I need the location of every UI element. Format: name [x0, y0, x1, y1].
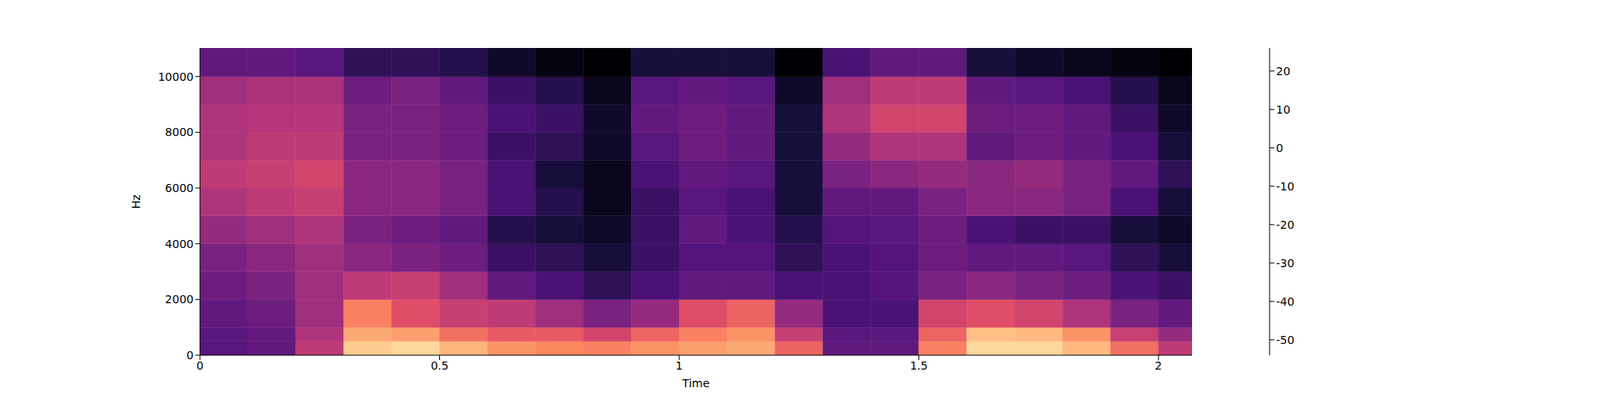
svg-text:6000: 6000	[164, 181, 194, 195]
svg-text:-50: -50	[1276, 333, 1295, 347]
svg-text:10000: 10000	[157, 70, 194, 84]
svg-text:Time: Time	[681, 376, 710, 390]
svg-text:Hz: Hz	[129, 194, 143, 209]
svg-text:0: 0	[1276, 141, 1284, 155]
svg-text:20: 20	[1276, 64, 1291, 78]
svg-text:-30: -30	[1276, 256, 1295, 270]
svg-text:-20: -20	[1276, 218, 1295, 232]
svg-text:2: 2	[1155, 359, 1163, 372]
svg-text:1: 1	[676, 359, 684, 372]
svg-text:0.5: 0.5	[430, 359, 448, 372]
svg-text:10: 10	[1276, 103, 1291, 116]
svg-text:0: 0	[196, 359, 204, 372]
svg-text:0: 0	[186, 348, 194, 362]
svg-text:2000: 2000	[164, 292, 194, 306]
svg-text:-10: -10	[1276, 180, 1295, 193]
svg-text:1.5: 1.5	[909, 359, 928, 372]
svg-text:8000: 8000	[164, 125, 194, 139]
svg-text:4000: 4000	[164, 237, 194, 251]
svg-text:-40: -40	[1276, 295, 1295, 308]
